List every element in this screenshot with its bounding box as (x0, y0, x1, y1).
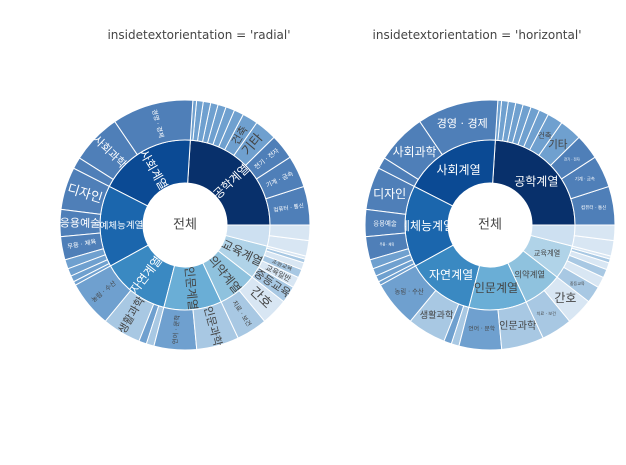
sunburst-subcategory-segment[interactable] (364, 208, 407, 238)
subplot-title-radial: insidetextorientation = 'radial' (107, 28, 290, 42)
subplot-title-horizontal: insidetextorientation = 'horizontal' (373, 28, 582, 42)
sunburst-subcategory-segment[interactable] (268, 224, 311, 242)
sunburst-subcategory-segment[interactable] (573, 224, 616, 242)
sunburst-subcategory-segment[interactable] (59, 208, 102, 238)
